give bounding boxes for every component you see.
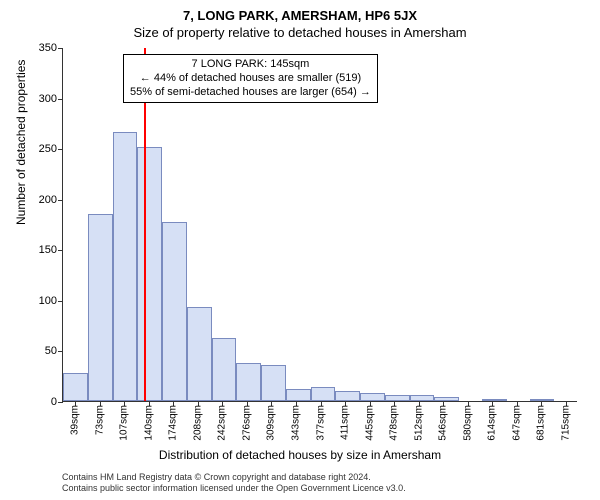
histogram-bar — [360, 393, 385, 401]
histogram-bar — [113, 132, 138, 401]
y-tick-mark — [58, 200, 63, 201]
histogram-bar — [261, 365, 286, 401]
x-tick-label: 647sqm — [511, 401, 522, 441]
x-axis-label: Distribution of detached houses by size … — [0, 448, 600, 462]
histogram-bar — [88, 214, 113, 401]
x-tick-label: 208sqm — [192, 401, 203, 441]
histogram-bar — [137, 147, 162, 401]
y-tick-mark — [58, 48, 63, 49]
y-tick-mark — [58, 149, 63, 150]
x-tick-label: 580sqm — [462, 401, 473, 441]
x-tick-label: 73sqm — [94, 401, 105, 435]
histogram-bar — [63, 373, 88, 401]
annotation-line-2: ← 44% of detached houses are smaller (51… — [130, 72, 371, 86]
y-tick-mark — [58, 402, 63, 403]
x-tick-label: 309sqm — [266, 401, 277, 441]
histogram-bar — [187, 307, 212, 401]
x-tick-label: 512sqm — [413, 401, 424, 441]
histogram-bar — [286, 389, 311, 401]
x-tick-label: 614sqm — [487, 401, 498, 441]
x-tick-label: 39sqm — [70, 401, 81, 435]
x-tick-label: 478sqm — [389, 401, 400, 441]
histogram-bar — [335, 391, 360, 401]
annotation-line-1: 7 LONG PARK: 145sqm — [130, 58, 371, 72]
y-tick-mark — [58, 99, 63, 100]
x-tick-label: 445sqm — [364, 401, 375, 441]
x-tick-label: 242sqm — [217, 401, 228, 441]
page-subtitle: Size of property relative to detached ho… — [0, 23, 600, 40]
histogram-bar — [162, 222, 187, 401]
y-tick-mark — [58, 250, 63, 251]
histogram-bar — [311, 387, 336, 401]
x-tick-label: 276sqm — [241, 401, 252, 441]
x-tick-label: 546sqm — [438, 401, 449, 441]
plot-area: 7 LONG PARK: 145sqm ← 44% of detached ho… — [62, 48, 577, 402]
x-tick-label: 715sqm — [560, 401, 571, 441]
x-tick-label: 343sqm — [290, 401, 301, 441]
y-axis-label: Number of detached properties — [14, 60, 28, 225]
footer-line-2: Contains public sector information licen… — [62, 483, 406, 494]
histogram-bar — [236, 363, 261, 401]
y-tick-mark — [58, 301, 63, 302]
annotation-box: 7 LONG PARK: 145sqm ← 44% of detached ho… — [123, 54, 378, 103]
x-tick-label: 140sqm — [143, 401, 154, 441]
y-tick-mark — [58, 351, 63, 352]
x-tick-label: 107sqm — [119, 401, 130, 441]
annotation-line-3: 55% of semi-detached houses are larger (… — [130, 86, 371, 100]
histogram-bar — [212, 338, 237, 401]
x-tick-label: 411sqm — [340, 401, 351, 440]
page-title: 7, LONG PARK, AMERSHAM, HP6 5JX — [0, 0, 600, 23]
x-tick-label: 174sqm — [168, 401, 179, 441]
x-tick-label: 681sqm — [536, 401, 547, 441]
footer-line-1: Contains HM Land Registry data © Crown c… — [62, 472, 406, 483]
x-tick-label: 377sqm — [315, 401, 326, 441]
footer: Contains HM Land Registry data © Crown c… — [62, 472, 406, 494]
chart-area: 7 LONG PARK: 145sqm ← 44% of detached ho… — [62, 48, 577, 402]
